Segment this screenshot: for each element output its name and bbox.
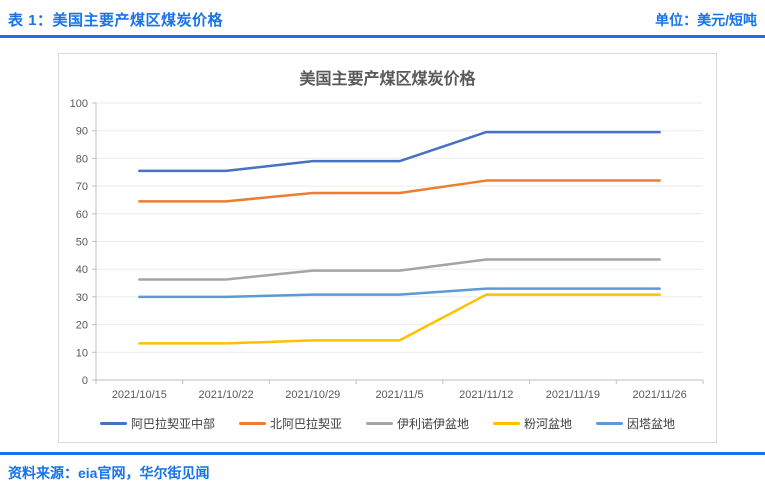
legend-item: 粉河盆地 — [493, 415, 572, 432]
x-tick-label: 2021/11/12 — [459, 389, 513, 401]
legend-swatch-icon — [365, 421, 393, 426]
legend-item: 伊利诺伊盆地 — [365, 415, 469, 432]
legend-item: 阿巴拉契亚中部 — [99, 415, 215, 432]
y-tick-label: 30 — [76, 292, 88, 304]
chart-legend: 阿巴拉契亚中部 北阿巴拉契亚 伊利诺伊盆地 粉河盆地 因塔盆地 — [59, 415, 716, 432]
legend-item: 北阿巴拉契亚 — [238, 415, 342, 432]
series-line-北阿巴拉契亚 — [138, 179, 661, 203]
chart-title: 美国主要产煤区煤炭价格 — [299, 71, 476, 88]
x-tick-label: 2021/10/15 — [112, 389, 167, 401]
data-source: 资料来源：eia官网，华尔街见闻 — [8, 465, 210, 481]
y-tick-label: 80 — [76, 153, 88, 165]
y-tick-label: 50 — [76, 237, 88, 249]
x-tick-label: 2021/11/26 — [633, 389, 687, 401]
y-tick-label: 0 — [82, 375, 88, 387]
price-line-chart: 0 10 20 30 40 50 60 70 80 90 100 2021/10/15 2021/10/… — [70, 98, 704, 401]
x-tick-label: 2021/11/5 — [375, 389, 423, 401]
x-tick-label: 2021/10/29 — [285, 389, 340, 401]
unit-label: 单位：美元/短吨 — [655, 12, 757, 28]
series-line-伊利诺伊盆地 — [138, 258, 661, 281]
legend-label: 阿巴拉契亚中部 — [130, 417, 215, 431]
y-tick-label: 10 — [76, 347, 88, 359]
legend-label: 北阿巴拉契亚 — [269, 417, 342, 431]
x-tick-label: 2021/11/19 — [546, 389, 600, 401]
legend-label: 粉河盆地 — [524, 417, 573, 431]
header-divider — [0, 35, 765, 38]
y-tick-label: 90 — [76, 126, 88, 138]
series-line-粉河盆地 — [138, 293, 661, 345]
legend-swatch-icon — [99, 421, 127, 426]
legend-label: 伊利诺伊盆地 — [396, 417, 469, 431]
y-tick-label: 20 — [76, 320, 88, 332]
y-tick-label: 100 — [70, 98, 88, 110]
legend-swatch-icon — [493, 421, 520, 426]
series-line-因塔盆地 — [138, 287, 661, 299]
legend-swatch-icon — [238, 421, 266, 426]
footer-divider — [0, 452, 765, 455]
table-caption: 表 1：美国主要产煤区煤炭价格 — [8, 12, 224, 29]
x-tick-label: 2021/10/22 — [199, 389, 254, 401]
y-tick-label: 70 — [76, 181, 88, 193]
legend-swatch-icon — [596, 421, 624, 426]
chart-container: 美国主要产煤区煤炭价格 0 10 20 30 40 50 60 70 80 90 100 2021/1… — [58, 53, 717, 443]
y-tick-label: 40 — [76, 264, 88, 276]
legend-item: 因塔盆地 — [596, 415, 675, 432]
legend-label: 因塔盆地 — [627, 417, 676, 431]
series-line-阿巴拉契亚中部 — [138, 130, 661, 173]
y-tick-label: 60 — [76, 209, 88, 221]
